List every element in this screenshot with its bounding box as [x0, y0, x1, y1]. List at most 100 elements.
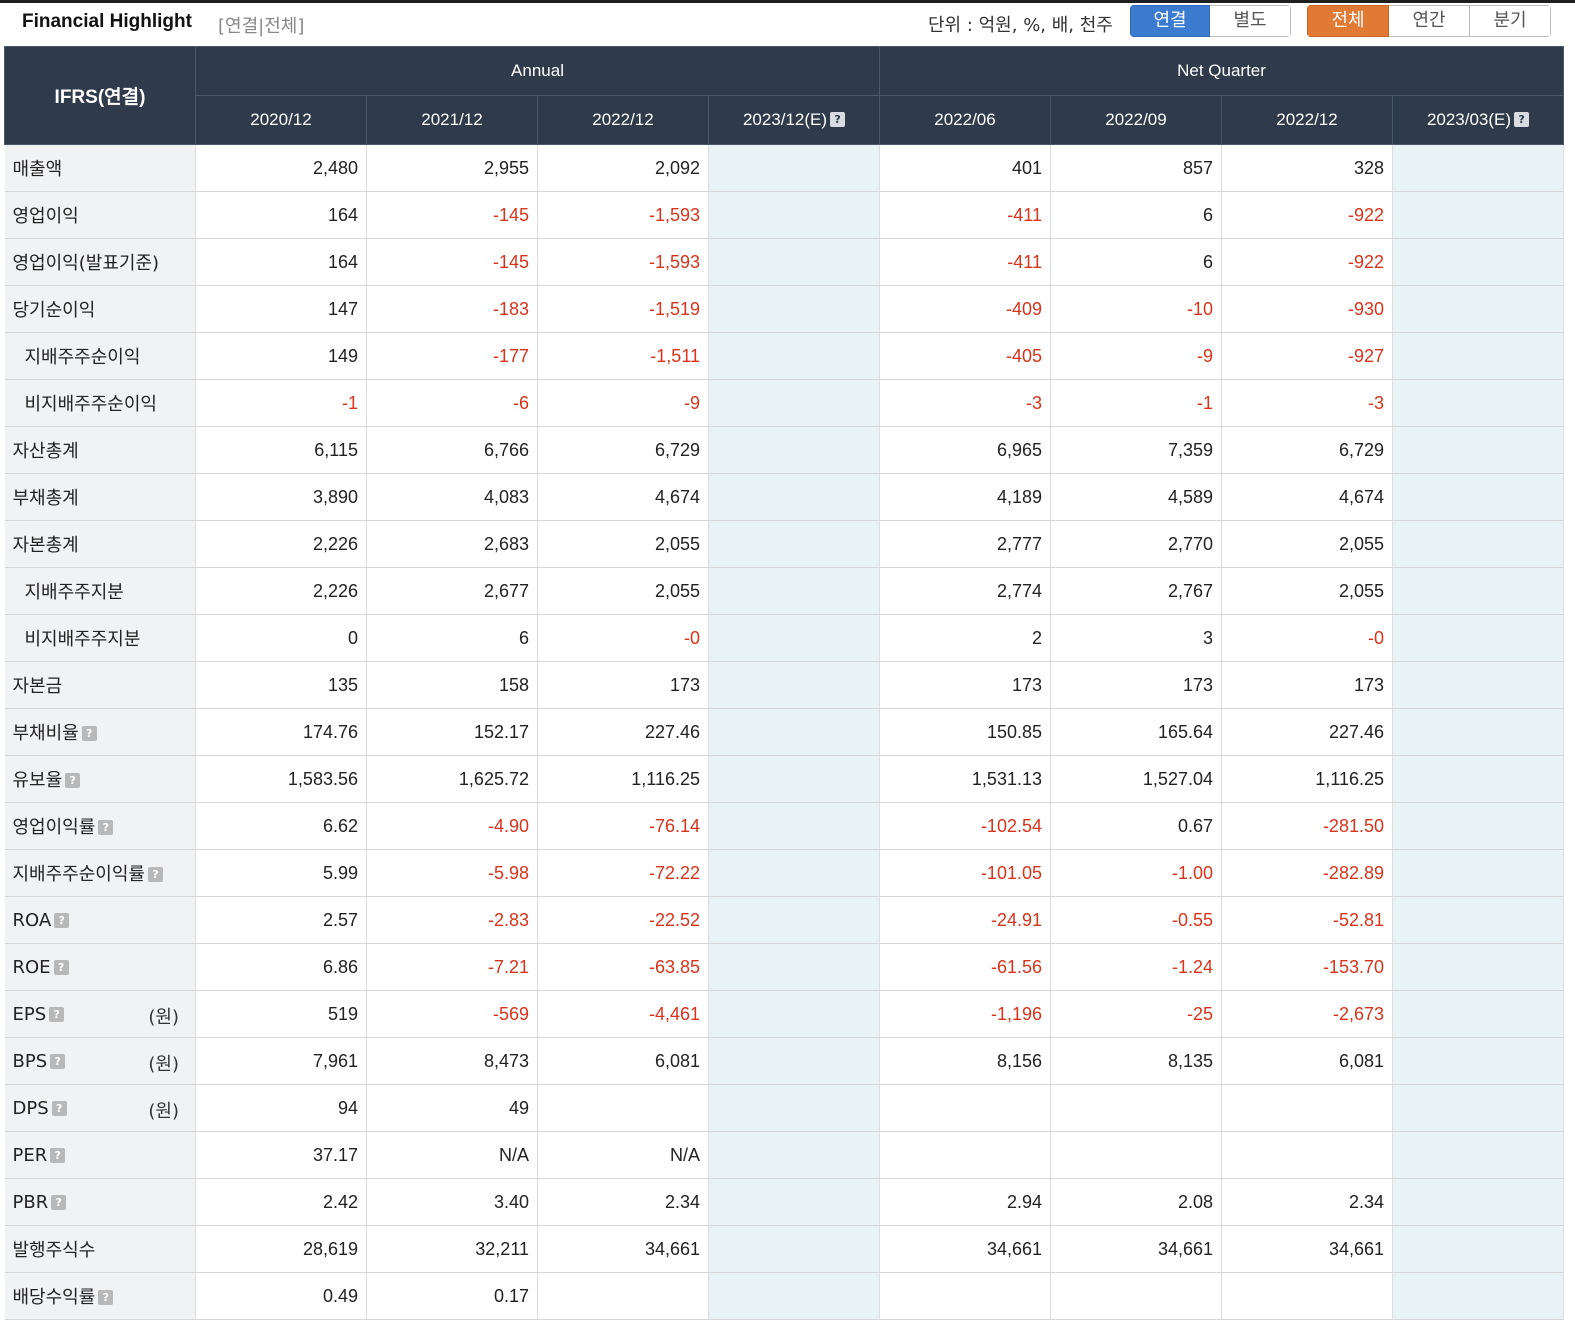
data-cell: -282.89 [1221, 849, 1393, 897]
question-mark-icon[interactable]: ? [50, 1053, 66, 1069]
data-cell [537, 1272, 709, 1320]
question-mark-icon[interactable]: ? [1514, 112, 1530, 127]
row-label-cell: DPS? (원) [4, 1084, 196, 1132]
data-cell: -63.85 [537, 943, 709, 991]
data-cell: 1,531.13 [879, 755, 1051, 803]
row-label: 지배주주지분 [24, 582, 124, 603]
data-cell [708, 567, 880, 615]
data-cell [708, 990, 880, 1038]
data-cell: -22.52 [537, 896, 709, 944]
question-mark-icon[interactable]: ? [50, 1147, 66, 1163]
data-cell: -10 [1050, 285, 1222, 333]
group-header-quarter: Net Quarter [879, 46, 1564, 96]
data-cell: 135 [195, 661, 367, 709]
data-cell: -145 [366, 191, 538, 239]
question-mark-icon[interactable]: ? [81, 726, 97, 741]
period-quarter-button[interactable]: 분기 [1470, 5, 1551, 37]
data-cell [708, 473, 880, 521]
data-cell [708, 238, 880, 286]
data-cell [708, 379, 880, 427]
question-mark-icon[interactable]: ? [98, 820, 114, 835]
row-label: PBR [12, 1191, 49, 1213]
table-row: 배당수익률? 0.49 0.17 [4, 1272, 1564, 1320]
data-cell: 173 [1050, 661, 1222, 709]
question-mark-icon[interactable]: ? [65, 773, 81, 788]
data-cell: -1,196 [879, 990, 1051, 1038]
table-row: PER? 37.17 N/A N/A [4, 1131, 1564, 1179]
period-all-button[interactable]: 전체 [1307, 5, 1389, 37]
data-cell: -1,511 [537, 332, 709, 380]
row-label-cell: PBR? [4, 1178, 196, 1226]
data-cell [708, 1131, 880, 1179]
row-label-cell: 유보율? [4, 755, 196, 803]
question-mark-icon[interactable]: ? [830, 112, 846, 127]
row-label: PER [12, 1144, 48, 1166]
data-cell: 28,619 [195, 1225, 367, 1273]
data-cell: 5.99 [195, 849, 367, 897]
data-cell: -5.98 [366, 849, 538, 897]
data-cell: 4,674 [1221, 473, 1393, 521]
table-row: 지배주주순이익 149 -177 -1,511 -405 -9 -927 [4, 332, 1564, 380]
row-label: 자산총계 [12, 441, 79, 462]
row-label-cell: 비지배주주지분 [4, 614, 196, 662]
data-cell: 8,473 [366, 1037, 538, 1085]
column-header: 2023/12(E)? [708, 95, 880, 145]
data-cell [708, 708, 880, 756]
data-cell [708, 332, 880, 380]
data-cell [1221, 1272, 1393, 1320]
question-mark-icon[interactable]: ? [51, 1100, 67, 1116]
data-cell: 8,156 [879, 1037, 1051, 1085]
row-label: ROA [12, 909, 52, 931]
data-cell: -101.05 [879, 849, 1051, 897]
data-cell: 6 [366, 614, 538, 662]
data-cell: 164 [195, 191, 367, 239]
data-cell: 6 [1050, 238, 1222, 286]
data-cell: -145 [366, 238, 538, 286]
data-cell [1392, 191, 1564, 239]
data-cell [708, 802, 880, 850]
row-label-cell: 당기순이익 [4, 285, 196, 333]
data-cell: -1 [1050, 379, 1222, 427]
question-mark-icon[interactable]: ? [51, 1194, 67, 1210]
data-cell: -569 [366, 990, 538, 1038]
row-label: 당기순이익 [12, 300, 96, 321]
data-cell: -3 [1221, 379, 1393, 427]
data-cell: 6.62 [195, 802, 367, 850]
row-label-cell: 영업이익(발표기준) [4, 238, 196, 286]
data-cell [708, 661, 880, 709]
basis-consolidated-button[interactable]: 연결 [1130, 5, 1210, 37]
data-cell: 4,674 [537, 473, 709, 521]
data-cell [1392, 1225, 1564, 1273]
question-mark-icon[interactable]: ? [147, 867, 163, 882]
data-cell: 165.64 [1050, 708, 1222, 756]
column-header-label: 2022/12 [592, 110, 654, 129]
row-label-cell: EPS? (원) [4, 990, 196, 1038]
data-cell: N/A [366, 1131, 538, 1179]
data-cell: 3,890 [195, 473, 367, 521]
basis-separate-button[interactable]: 별도 [1210, 5, 1291, 37]
table-row: 비지배주주지분 0 6 -0 2 3 -0 [4, 614, 1564, 662]
data-cell: 0.67 [1050, 802, 1222, 850]
data-cell [1392, 379, 1564, 427]
data-cell [1392, 849, 1564, 897]
question-mark-icon[interactable]: ? [98, 1290, 114, 1305]
data-cell: 173 [1221, 661, 1393, 709]
column-header: 2021/12 [366, 95, 538, 145]
table-row: 영업이익(발표기준) 164 -145 -1,593 -411 6 -922 [4, 238, 1564, 286]
data-cell: 34,661 [879, 1225, 1051, 1273]
period-annual-button[interactable]: 연간 [1389, 5, 1470, 37]
row-label-cell: 자산총계 [4, 426, 196, 474]
row-label: ROE [12, 956, 51, 978]
data-cell: -2,673 [1221, 990, 1393, 1038]
table-row: 비지배주주순이익 -1 -6 -9 -3 -1 -3 [4, 379, 1564, 427]
question-mark-icon[interactable]: ? [49, 1006, 65, 1022]
question-mark-icon[interactable]: ? [53, 959, 69, 975]
data-cell [1392, 802, 1564, 850]
data-cell: 6,081 [1221, 1037, 1393, 1085]
data-cell: 6 [1050, 191, 1222, 239]
financial-table-wrapper: IFRS(연결) Annual Net Quarter 2020/12 2021/… [4, 46, 1564, 1320]
data-cell: 2,677 [366, 567, 538, 615]
data-cell: 150.85 [879, 708, 1051, 756]
data-cell: -24.91 [879, 896, 1051, 944]
question-mark-icon[interactable]: ? [54, 912, 70, 928]
